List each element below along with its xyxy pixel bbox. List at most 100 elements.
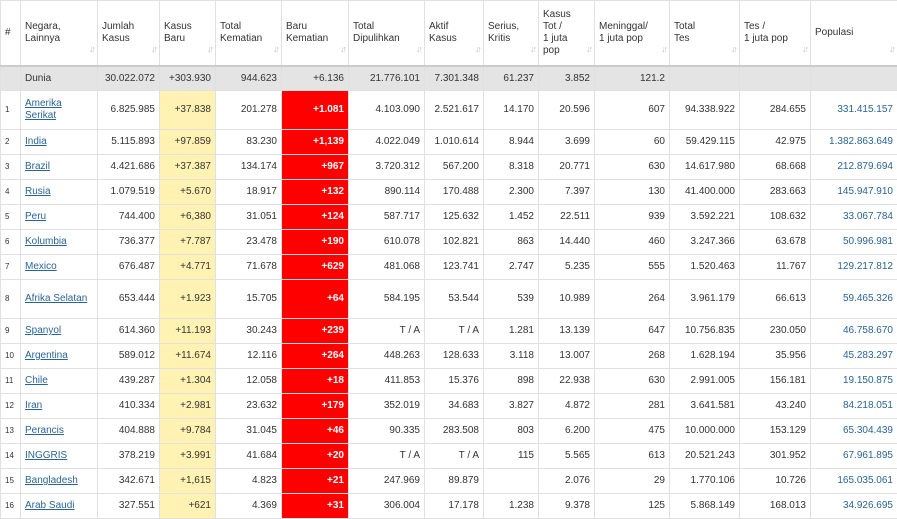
cell-newd: +124 <box>282 205 349 230</box>
cell-pop: 145.947.910 <box>811 180 897 205</box>
column-header-active[interactable]: Aktif Kasus↓↑ <box>425 1 484 67</box>
country-link[interactable]: Perancis <box>25 425 64 436</box>
cell-active: 567.200 <box>425 155 484 180</box>
cell-pop: 45.283.297 <box>811 344 897 369</box>
country-link[interactable]: Spanyol <box>25 325 61 336</box>
cell-country: Kolumbia <box>21 230 98 255</box>
country-link[interactable]: Iran <box>25 400 42 411</box>
column-header-deaths[interactable]: Total Kematian↓↑ <box>216 1 282 67</box>
country-link[interactable]: Mexico <box>25 261 57 272</box>
cell-newc: +1.923 <box>160 280 216 319</box>
world-new-deaths: +6.136 <box>282 66 349 91</box>
column-header-cpm[interactable]: Kasus Tot / 1 juta pop↓↑ <box>539 1 595 67</box>
cell-country: INGGRIS <box>21 444 98 469</box>
column-header-label: Negara, Lainnya <box>25 21 93 45</box>
cell-country: Argentina <box>21 344 98 369</box>
country-link[interactable]: Brazil <box>25 161 50 172</box>
cell-recov: 4.022.049 <box>349 130 425 155</box>
cell-cases: 5.115.893 <box>98 130 160 155</box>
world-deaths: 944.623 <box>216 66 282 91</box>
country-link[interactable]: Rusia <box>25 186 51 197</box>
cell-tests: 3.961.179 <box>670 280 740 319</box>
column-header-rank[interactable]: # <box>1 1 21 67</box>
sort-arrows-icon[interactable]: ↓↑ <box>151 43 156 55</box>
cell-recov: 411.853 <box>349 369 425 394</box>
cell-cases: 1.079.519 <box>98 180 160 205</box>
cell-country: India <box>21 130 98 155</box>
cell-recov: 584.195 <box>349 280 425 319</box>
cell-country: Afrika Selatan <box>21 280 98 319</box>
sort-arrows-icon[interactable]: ↓↑ <box>475 43 480 55</box>
cell-rank: 7 <box>1 255 21 280</box>
sort-arrows-icon[interactable]: ↓↑ <box>340 43 345 55</box>
cell-cpm: 9.378 <box>539 494 595 519</box>
cell-recov: 3.720.312 <box>349 155 425 180</box>
cell-cases: 4.421.686 <box>98 155 160 180</box>
cell-recov: 352.019 <box>349 394 425 419</box>
cell-serious: 863 <box>484 230 539 255</box>
cell-cpm: 2.076 <box>539 469 595 494</box>
column-header-tpm[interactable]: Tes / 1 juta pop↓↑ <box>740 1 811 67</box>
sort-arrows-icon[interactable]: ↓↑ <box>586 43 591 55</box>
sort-arrows-icon[interactable]: ↓↑ <box>89 43 94 55</box>
cell-tpm: 284.655 <box>740 91 811 130</box>
cell-tpm: 11.767 <box>740 255 811 280</box>
country-link[interactable]: Kolumbia <box>25 236 67 247</box>
column-header-pop[interactable]: Populasi↓↑ <box>811 1 897 67</box>
cell-pop: 1.382.863.649 <box>811 130 897 155</box>
sort-arrows-icon[interactable]: ↓↑ <box>273 43 278 55</box>
cell-dpm: 125 <box>595 494 670 519</box>
column-header-label: Kasus Baru <box>164 21 211 45</box>
cell-deaths: 12.058 <box>216 369 282 394</box>
column-header-newc[interactable]: Kasus Baru↓↑ <box>160 1 216 67</box>
sort-arrows-icon[interactable]: ↓↑ <box>889 43 894 55</box>
cell-active: 17.178 <box>425 494 484 519</box>
country-link[interactable]: Peru <box>25 211 46 222</box>
cell-country: Bangladesh <box>21 469 98 494</box>
country-link[interactable]: Amerika Serikat <box>25 98 62 121</box>
column-header-newd[interactable]: Baru Kematian↓↑ <box>282 1 349 67</box>
country-link[interactable]: India <box>25 136 47 147</box>
cell-country: Brazil <box>21 155 98 180</box>
world-label: Dunia <box>21 66 98 91</box>
cell-tpm: 156.181 <box>740 369 811 394</box>
column-header-tests[interactable]: Total Tes↓↑ <box>670 1 740 67</box>
sort-arrows-icon[interactable]: ↓↑ <box>661 43 666 55</box>
column-header-dpm[interactable]: Meninggal/ 1 juta pop↓↑ <box>595 1 670 67</box>
sort-arrows-icon[interactable]: ↓↑ <box>530 43 535 55</box>
cell-recov: 481.068 <box>349 255 425 280</box>
cell-cases: 404.888 <box>98 419 160 444</box>
cell-dpm: 630 <box>595 369 670 394</box>
column-header-cases[interactable]: Jumlah Kasus↓↑ <box>98 1 160 67</box>
cell-recov: 448.263 <box>349 344 425 369</box>
country-link[interactable]: Chile <box>25 375 48 386</box>
cell-rank: 11 <box>1 369 21 394</box>
column-header-recov[interactable]: Total Dipulihkan↓↑ <box>349 1 425 67</box>
cell-newc: +97.859 <box>160 130 216 155</box>
cell-dpm: 607 <box>595 91 670 130</box>
country-link[interactable]: INGGRIS <box>25 450 67 461</box>
cell-recov: 247.969 <box>349 469 425 494</box>
cell-deaths: 31.045 <box>216 419 282 444</box>
cell-deaths: 41.684 <box>216 444 282 469</box>
world-row: Dunia 30.022.072 +303.930 944.623 +6.136… <box>1 66 897 91</box>
column-header-serious[interactable]: Serius, Kritis↓↑ <box>484 1 539 67</box>
sort-arrows-icon[interactable]: ↓↑ <box>416 43 421 55</box>
sort-arrows-icon[interactable]: ↓↑ <box>802 43 807 55</box>
cell-tpm: 63.678 <box>740 230 811 255</box>
country-link[interactable]: Bangladesh <box>25 475 78 486</box>
cell-newd: +46 <box>282 419 349 444</box>
country-link[interactable]: Afrika Selatan <box>25 293 87 304</box>
column-header-country[interactable]: Negara, Lainnya↓↑ <box>21 1 98 67</box>
country-link[interactable]: Argentina <box>25 350 68 361</box>
sort-arrows-icon[interactable]: ↓↑ <box>731 43 736 55</box>
sort-arrows-icon[interactable]: ↓↑ <box>207 43 212 55</box>
cell-tpm: 153.129 <box>740 419 811 444</box>
cell-tests: 3.592.221 <box>670 205 740 230</box>
cell-serious: 2.300 <box>484 180 539 205</box>
country-link[interactable]: Arab Saudi <box>25 500 74 511</box>
